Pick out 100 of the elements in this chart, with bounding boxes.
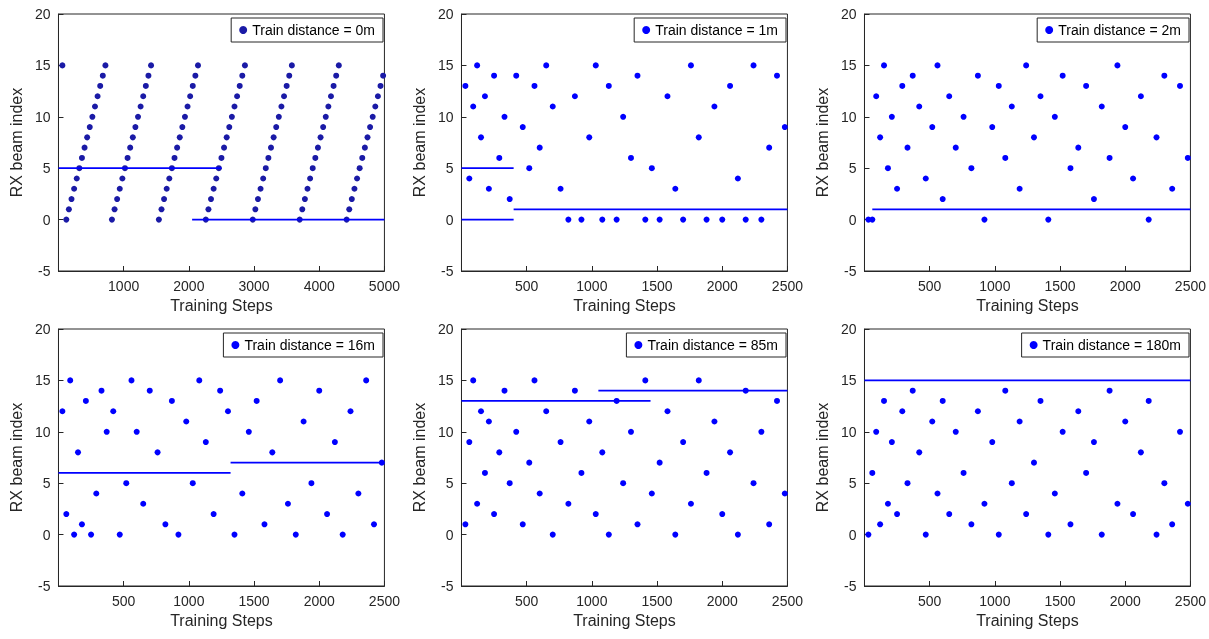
x-axis-title: Training Steps [170, 612, 273, 630]
x-tick-label: 2000 [303, 593, 336, 609]
point [371, 521, 377, 528]
point [781, 124, 788, 131]
x-tick-label: 500 [514, 593, 539, 609]
point [1045, 216, 1052, 223]
point [758, 216, 765, 223]
point [123, 480, 130, 487]
point [995, 531, 1002, 538]
point [481, 93, 488, 100]
point [605, 531, 612, 538]
y-tick-label: 20 [840, 6, 857, 22]
point [168, 397, 175, 404]
x-tick-label: 2000 [706, 593, 739, 609]
x-tick-label: 1000 [576, 278, 608, 294]
point [1030, 459, 1037, 466]
x-axis-title: Training Steps [170, 297, 273, 315]
y-tick-label: 15 [840, 372, 857, 389]
x-tick-label: 2500 [771, 278, 804, 294]
y-tick-label: 10 [840, 108, 857, 125]
point [116, 531, 123, 538]
y-tick-label: -5 [844, 263, 857, 279]
y-tick-label: 5 [848, 160, 857, 177]
point [648, 490, 655, 497]
point [774, 397, 780, 404]
point [1114, 500, 1121, 507]
point [140, 500, 147, 507]
point [496, 449, 503, 456]
point [75, 449, 82, 456]
x-tick-label: 2000 [1109, 593, 1142, 609]
point [687, 500, 694, 507]
point [103, 428, 110, 435]
point [59, 408, 66, 415]
point [1161, 72, 1168, 79]
x-tick-label: 1000 [173, 593, 205, 609]
point [1169, 521, 1176, 528]
point [1037, 93, 1044, 100]
point [196, 377, 203, 384]
point [592, 511, 599, 518]
point [727, 449, 734, 456]
legend-label: Train distance = 2m [1058, 22, 1182, 38]
point [549, 531, 556, 538]
point [881, 397, 888, 404]
point [519, 124, 526, 131]
point [217, 387, 224, 394]
point [571, 387, 578, 394]
point [888, 439, 895, 446]
point [1098, 103, 1105, 110]
y-tick-label: 20 [34, 321, 51, 337]
point [648, 165, 655, 172]
point [888, 113, 895, 120]
point [909, 72, 916, 79]
point [557, 439, 564, 446]
point [974, 72, 981, 79]
point [922, 531, 929, 538]
point [210, 511, 217, 518]
point [960, 113, 967, 120]
y-tick-label: 5 [42, 160, 51, 177]
point [485, 418, 492, 425]
point [571, 93, 578, 100]
point [1045, 531, 1052, 538]
point [881, 62, 888, 69]
x-tick-label: 1500 [238, 593, 270, 609]
point [189, 480, 196, 487]
point [1177, 428, 1183, 435]
point [1002, 154, 1009, 161]
point [1023, 511, 1030, 518]
point [869, 216, 876, 223]
point [899, 408, 906, 415]
point [146, 387, 153, 394]
point [474, 62, 481, 69]
point [506, 196, 513, 203]
x-axis-title: Training Steps [573, 297, 676, 315]
point [877, 521, 884, 528]
point [1145, 397, 1152, 404]
point [968, 165, 975, 172]
point [501, 113, 508, 120]
x-tick-label: 2000 [706, 278, 739, 294]
point [565, 500, 572, 507]
x-tick-label: 2500 [1174, 278, 1207, 294]
point [620, 113, 627, 120]
point [277, 377, 284, 384]
legend-label: Train distance = 0m [252, 22, 376, 38]
point [1137, 449, 1144, 456]
point [485, 185, 492, 192]
point [781, 490, 788, 497]
y-tick-label: 10 [34, 423, 51, 440]
point [491, 511, 498, 518]
point [491, 72, 498, 79]
point [175, 531, 182, 538]
point [711, 418, 718, 425]
point [939, 397, 946, 404]
y-tick-label: 0 [848, 211, 857, 228]
y-tick-label: 20 [840, 321, 857, 337]
point [642, 377, 649, 384]
x-tick-label: 500 [111, 593, 136, 609]
point [1037, 397, 1044, 404]
point [989, 124, 996, 131]
point [470, 377, 477, 384]
point [1106, 387, 1113, 394]
